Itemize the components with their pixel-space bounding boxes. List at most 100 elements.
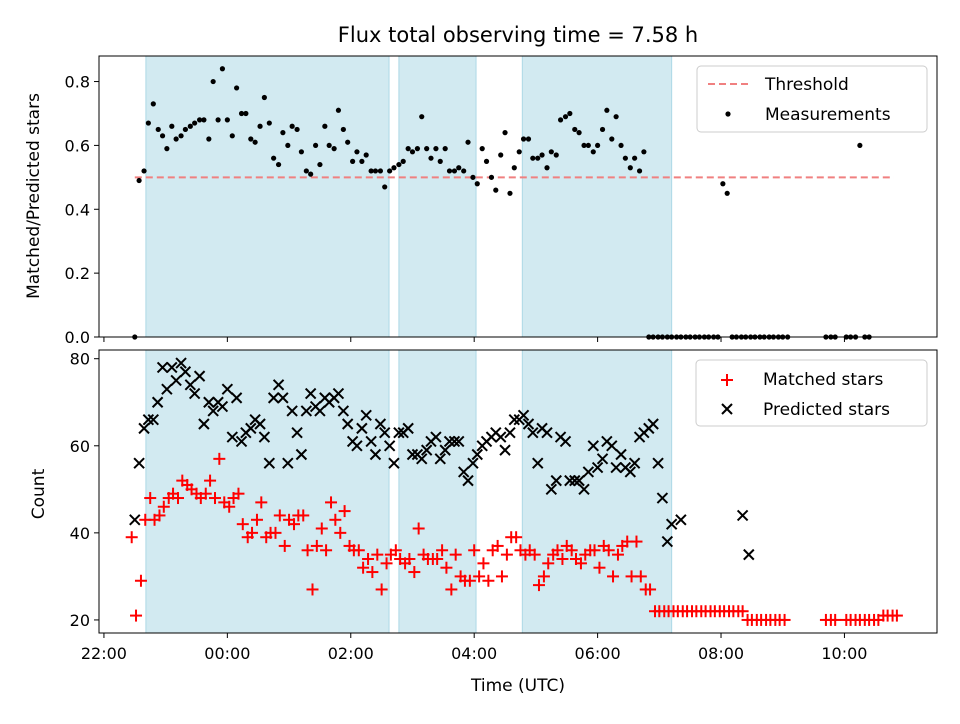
predicted-stars-point: [258, 431, 271, 443]
bottom-y-axis-label: Count: [29, 468, 49, 519]
measurements-point: [164, 146, 170, 152]
predicted-stars-point: [203, 396, 215, 408]
top-y-tick-label: 0.6: [65, 136, 90, 155]
measurements-point: [857, 142, 863, 149]
measurements-point: [345, 139, 351, 145]
predicted-stars-point: [207, 405, 219, 417]
legend-measurements-swatch: [725, 111, 731, 117]
predicted-stars-point: [151, 396, 164, 408]
predicted-stars-point: [661, 535, 674, 548]
measurements-point: [604, 107, 610, 113]
matched-stars-point: [611, 548, 624, 561]
predicted-stars-point: [161, 383, 173, 395]
predicted-stars-point: [457, 466, 470, 478]
bottom-panel-shading: [145, 349, 673, 634]
predicted-stars-point: [245, 422, 257, 435]
measurements-point: [141, 168, 147, 174]
predicted-stars-point: [365, 435, 377, 448]
measurements-point: [257, 123, 263, 129]
measurements-point: [609, 136, 615, 142]
matched-stars-point: [278, 539, 291, 552]
top-y-tick-label: 0.4: [65, 200, 90, 219]
measurements-point: [456, 165, 462, 171]
predicted-stars-point: [624, 466, 637, 478]
measurements-point: [581, 142, 587, 149]
measurements-point: [535, 155, 541, 161]
predicted-stars-point: [341, 418, 354, 430]
predicted-stars-point: [314, 405, 326, 417]
counts-layer: [125, 357, 903, 626]
predicted-stars-point: [517, 409, 530, 422]
measurements-point: [585, 142, 591, 149]
measurements-point: [266, 120, 272, 126]
legend-predicted-swatch: [721, 403, 733, 415]
measurements-point: [159, 133, 166, 139]
bottom-x-ticks: 22:00 00:00 02:00 04:00 06:00 08:00 10:00: [81, 633, 867, 663]
matched-stars-point: [588, 544, 601, 557]
predicted-stars-point: [439, 444, 451, 456]
predicted-stars-point: [360, 409, 372, 422]
matched-stars-point: [593, 561, 606, 574]
matched-stars-point: [574, 557, 587, 570]
measurements-point: [354, 149, 360, 155]
predicted-stars-point: [393, 427, 405, 439]
predicted-stars-point: [198, 418, 210, 430]
predicted-stars-point: [263, 457, 276, 469]
measurements-point: [350, 158, 356, 164]
bottom-y-ticks: 20 40 60 80: [70, 350, 99, 630]
predicted-stars-point: [216, 400, 229, 413]
predicted-stars-point: [304, 387, 317, 400]
predicted-stars-point: [420, 444, 433, 456]
matched-stars-point: [449, 548, 462, 561]
measurements-point: [613, 114, 619, 120]
matched-stars-point: [532, 579, 545, 592]
predicted-stars-point: [508, 413, 521, 426]
matched-stars-point: [315, 522, 328, 535]
predicted-stars-point: [559, 435, 572, 448]
measurements-point: [271, 155, 277, 161]
matched-stars-point: [171, 492, 184, 505]
x-tick-label: 06:00: [575, 644, 621, 663]
top-y-tick-label: 0.2: [65, 264, 90, 283]
matched-stars-point: [542, 557, 555, 570]
matched-stars-point: [125, 531, 138, 544]
measurements-point: [340, 126, 346, 133]
predicted-stars-point: [448, 435, 461, 448]
measurements-point: [553, 152, 559, 158]
matched-stars-point: [412, 522, 425, 535]
predicted-stars-point: [615, 448, 627, 461]
predicted-stars-point: [170, 374, 182, 387]
predicted-stars-point: [179, 366, 192, 378]
measurements-point: [206, 136, 212, 142]
matched-stars-point: [408, 566, 421, 579]
matched-stars-point: [204, 474, 217, 487]
predicted-stars-point: [582, 466, 595, 478]
top-y-axis-label: Matched/Predicted stars: [24, 93, 44, 299]
measurements-point: [428, 155, 434, 161]
predicted-stars-point: [606, 440, 618, 452]
top-panel-shading: [145, 55, 673, 338]
measurements-point: [405, 146, 411, 152]
matched-stars-point: [468, 544, 481, 557]
measurements-point: [215, 117, 221, 123]
predicted-stars-point: [495, 431, 507, 443]
predicted-stars-point: [522, 418, 535, 430]
matched-stars-point: [301, 544, 314, 557]
predicted-stars-point: [129, 514, 141, 526]
predicted-stars-point: [356, 422, 368, 435]
top-y-tick-label: 0.8: [65, 73, 90, 92]
legend-matched-label: Matched stars: [763, 370, 883, 390]
bottom-y-tick-label: 60: [70, 437, 90, 456]
predicted-stars-point: [434, 453, 446, 465]
measurements-point: [326, 142, 332, 149]
matched-stars-point: [371, 548, 384, 561]
measurements-point: [387, 168, 393, 174]
predicted-stars-point: [235, 435, 248, 448]
matched-stars-point: [209, 492, 222, 505]
predicted-stars-point: [369, 448, 382, 461]
matched-stars-point: [246, 526, 259, 539]
matched-stars-point: [473, 570, 486, 583]
matched-stars-point: [320, 544, 333, 557]
measurements-layer: [132, 66, 872, 340]
